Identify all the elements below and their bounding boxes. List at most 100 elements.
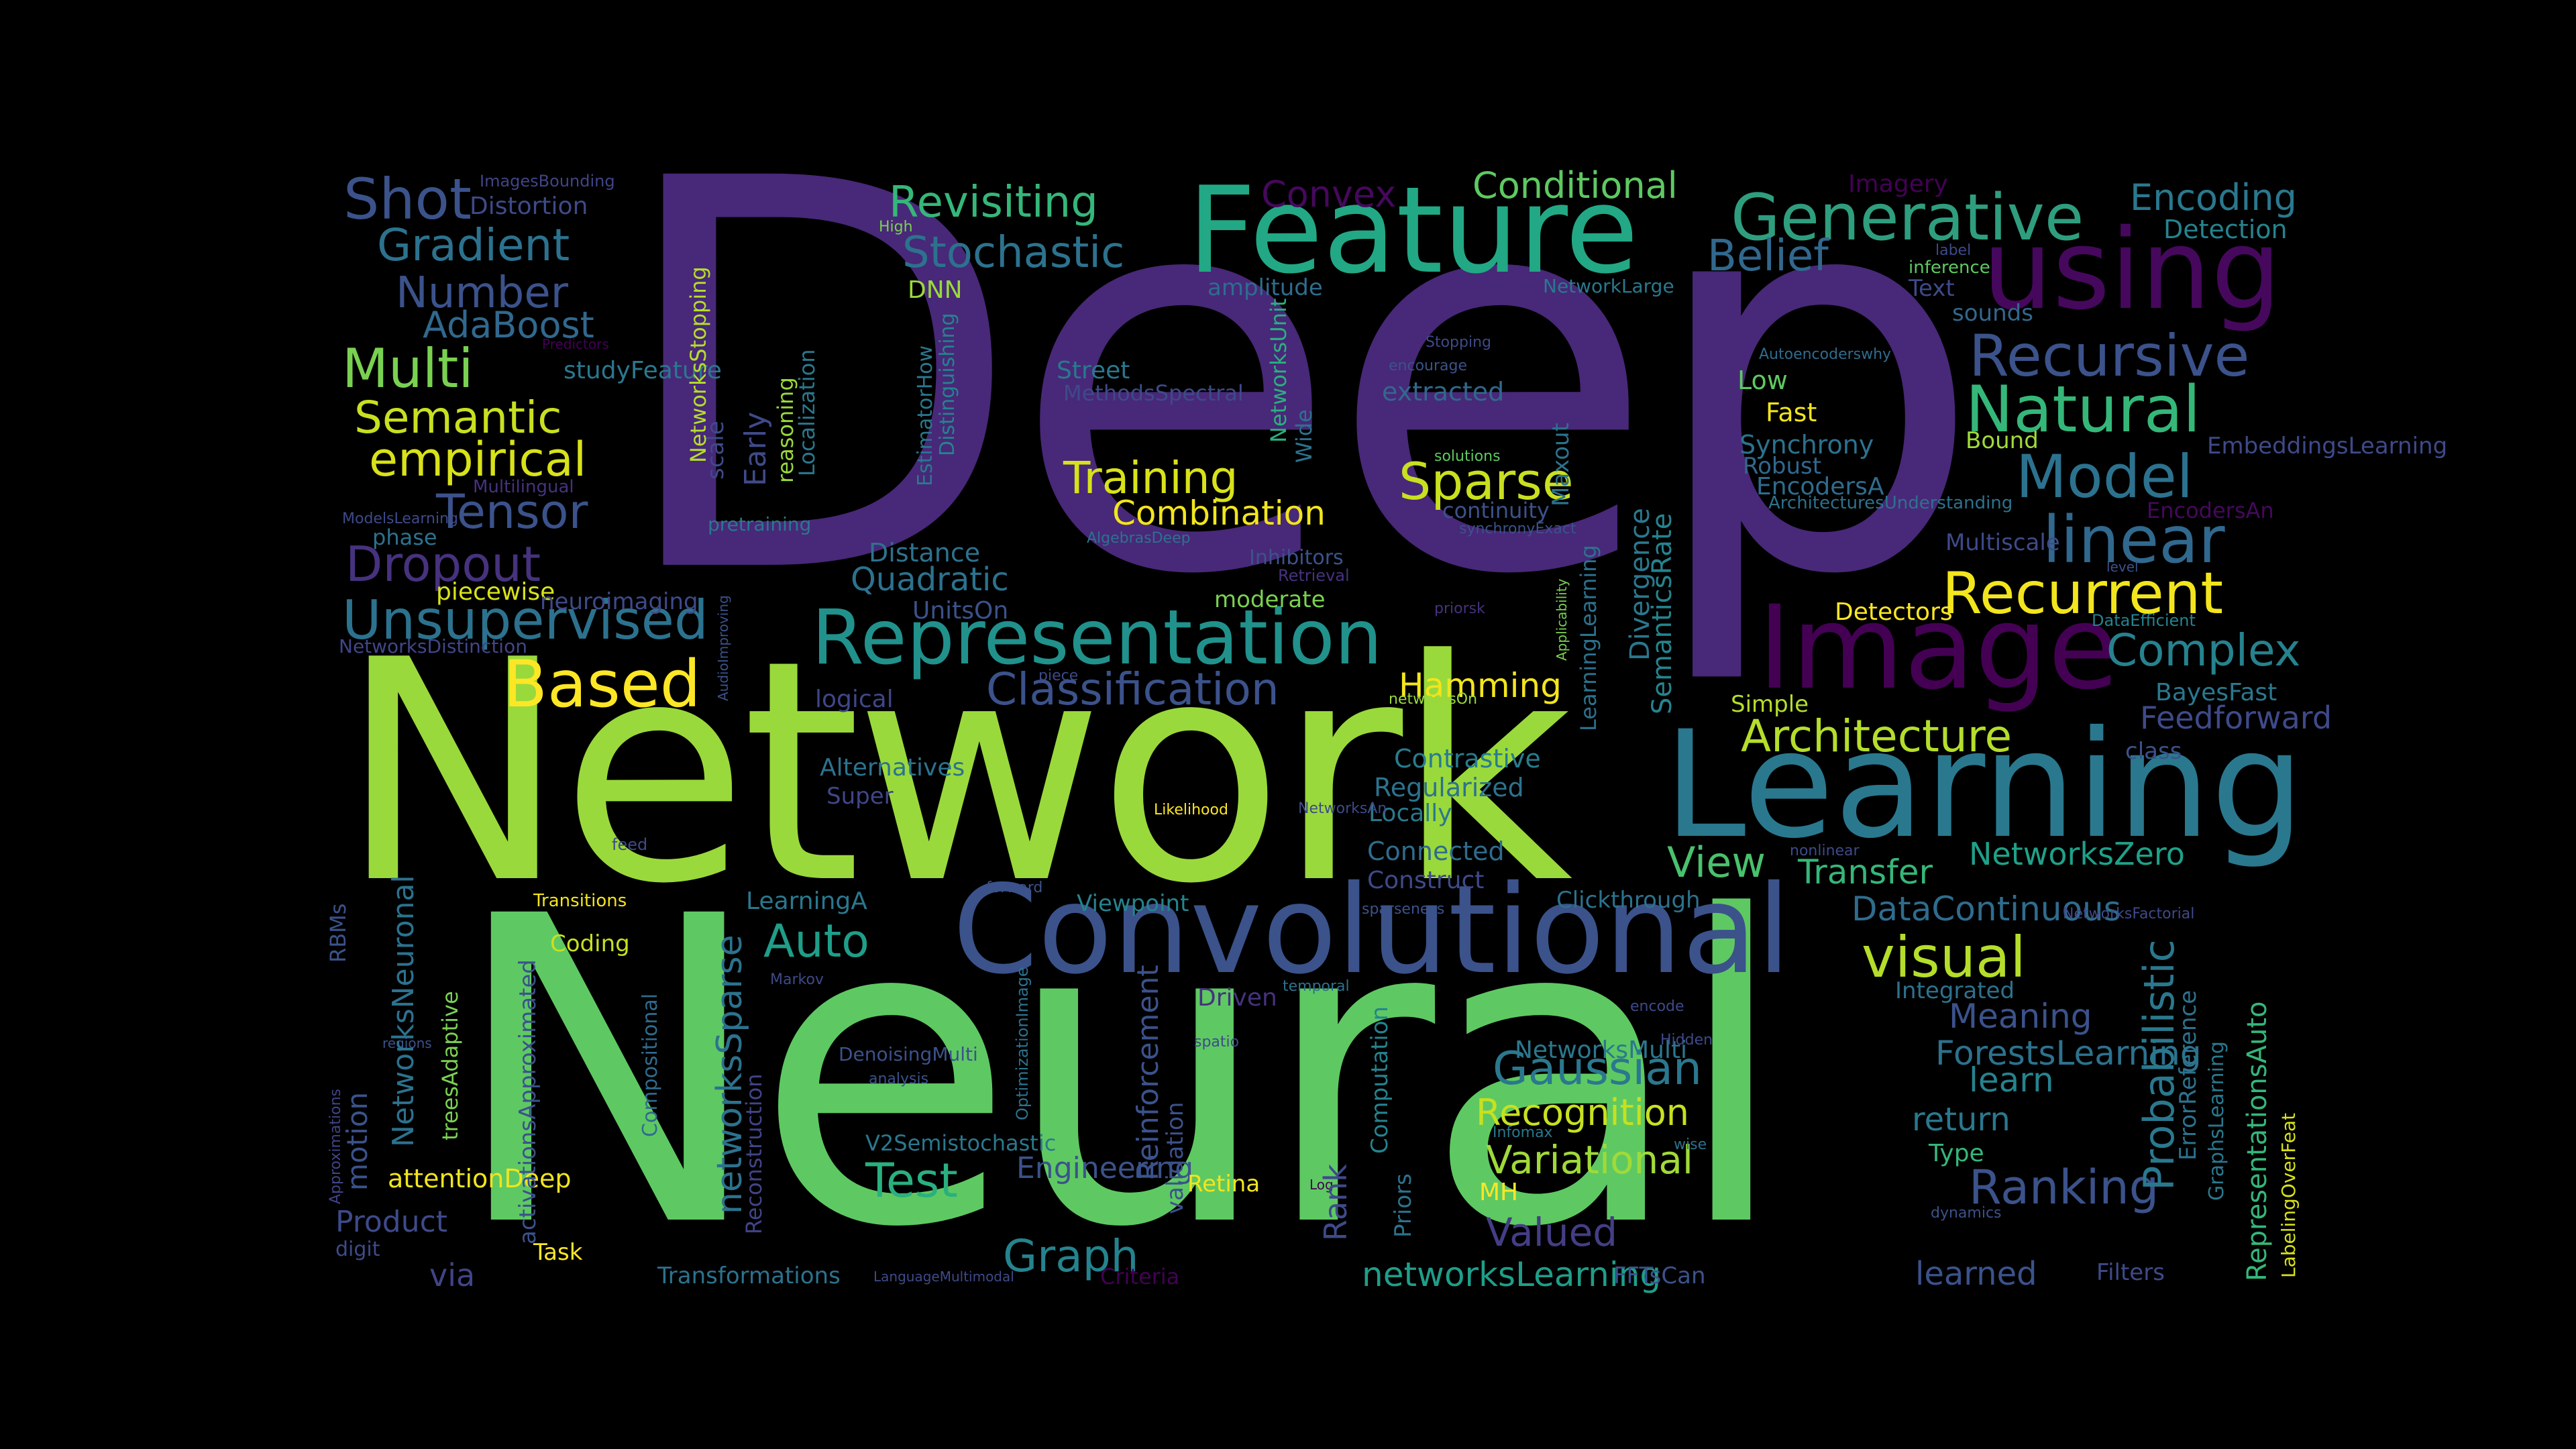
word-attentiondeep: MH xyxy=(1479,1179,1519,1206)
word-engineering: amplitude xyxy=(1208,274,1323,301)
word-spatio: Hidden xyxy=(1660,1032,1713,1049)
word-wise: forward xyxy=(986,879,1043,896)
word-recognition: Gaussian xyxy=(1493,1042,1702,1095)
word-hamming: Feedforward xyxy=(2140,700,2332,736)
word-revisiting: Revisiting xyxy=(889,178,1098,227)
word-encodersa: Synchrony xyxy=(1739,430,1874,460)
word-imagery: Imagery xyxy=(1848,170,1948,198)
word-rank: Reinforcement xyxy=(1131,965,1165,1181)
word-low: Hamming xyxy=(1399,666,1562,705)
word-integrated: Type xyxy=(1929,1140,1984,1167)
word-infomax: analysis xyxy=(869,1071,929,1087)
word-algebrasdeep: continuity xyxy=(1442,498,1550,523)
word-detectors: BayesFast xyxy=(2155,679,2277,706)
word-visual: visual xyxy=(1862,924,2026,990)
word-networksfactorial: nonlinear xyxy=(1790,843,1860,859)
word-neuroimaging: Multilingual xyxy=(473,477,574,497)
word-learned: digit xyxy=(335,1238,380,1261)
word-gradient: Gradient xyxy=(377,219,570,271)
word-mh: Engineering xyxy=(1016,1151,1193,1185)
word-detection: Detection xyxy=(2163,215,2288,244)
word-reconstruction: activationsApproximated xyxy=(515,959,541,1244)
word-product: Task xyxy=(533,1239,583,1266)
word-learninga: Construct xyxy=(1367,867,1485,894)
word-networksdistinction: phase xyxy=(372,525,437,550)
word-multilingual: piecewise xyxy=(436,578,555,606)
word-audioimproving: LearningLearning xyxy=(1576,545,1601,731)
word-piecewise: Likelihood xyxy=(1154,802,1228,818)
word-graphslearning: GraphsLearning xyxy=(2205,1041,2229,1201)
word-viewpoint: Connected xyxy=(1367,837,1505,866)
word-modelslearning: LanguageMultimodal xyxy=(873,1269,1014,1285)
word-contrastive: UnitsOn xyxy=(912,597,1009,625)
word-compositional: treesAdaptive xyxy=(437,991,463,1140)
word-temporal: encode xyxy=(1630,998,1684,1015)
word-meaning: DataContinuous xyxy=(1851,890,2121,928)
word-model: Model xyxy=(2016,442,2194,511)
word-belief: Belief xyxy=(1707,231,1829,281)
word-locally: Contrastive xyxy=(1394,744,1541,773)
word-retina: Coding xyxy=(550,930,630,957)
word-classification: Classification xyxy=(986,663,1279,715)
word-networkssparse: Compositional xyxy=(639,993,662,1137)
word-transformations: FFTsCan xyxy=(1613,1263,1706,1289)
word-semantic: Semantic xyxy=(354,392,562,443)
word-networkszero: NetworksZero xyxy=(1969,836,2185,872)
word-languagemultimodal: Infomax xyxy=(1493,1124,1553,1141)
word-valued: Variational xyxy=(1486,1137,1693,1183)
word-using: using xyxy=(1982,205,2282,334)
word-reasoning: Early xyxy=(739,411,773,486)
word-priors: Computation xyxy=(1366,1006,1393,1154)
word-piece: synchronyExact xyxy=(1459,521,1576,537)
word-markov: temporal xyxy=(1283,978,1350,995)
word-task: Retina xyxy=(1187,1171,1260,1197)
word-tensor: Tensor xyxy=(436,484,588,539)
word-adaboost: AdaBoost xyxy=(423,304,594,346)
word-studyfeature: NetworksDistinction xyxy=(339,635,527,657)
word-dnn: Street xyxy=(1057,357,1130,384)
word-labelingoverfeat: LabelingOverFeat xyxy=(2277,1112,2300,1278)
word-wide: Distinguishing xyxy=(936,313,959,456)
word-encourage: ArchitecturesUnderstanding xyxy=(1768,493,2013,513)
word-robust: Fast xyxy=(1766,398,1817,427)
word-fast: Detectors xyxy=(1835,598,1953,626)
word-ranking: Valued xyxy=(1486,1210,1618,1255)
word-localization: NetworksStopping xyxy=(686,266,711,463)
word-semanticsrate: Maxout xyxy=(1548,423,1574,506)
word-connected: Regularized xyxy=(1374,773,1524,802)
word-architecture: Architecture xyxy=(1741,710,2012,762)
word-level: EmbeddingsLearning xyxy=(2207,433,2448,460)
word-feed: Retrieval xyxy=(1278,566,1350,585)
word-transitions: priorsk xyxy=(1434,600,1485,617)
word-autoencoderswhy: DataEfficient xyxy=(2092,611,2196,630)
word-distortion: Distortion xyxy=(470,193,588,220)
word-training: Training xyxy=(1063,452,1238,504)
word-priorsk: Inhibitors xyxy=(1249,546,1344,570)
word-deep: Deep xyxy=(610,66,1984,692)
word-bound: Text xyxy=(1909,275,1955,302)
word-solutions: Stopping xyxy=(1426,334,1492,351)
word-maxout: NetworksUnit xyxy=(1266,298,1291,443)
word-synchrony: Low xyxy=(1737,366,1788,395)
word-multi: Multi xyxy=(342,337,474,400)
word-validation: OptimizationImage xyxy=(1013,967,1032,1120)
word-sounds: inference xyxy=(1909,258,1990,278)
word-regions: spatio xyxy=(1194,1034,1240,1051)
word-inference: High xyxy=(879,219,913,235)
word-networkson: AlgebrasDeep xyxy=(1087,530,1191,547)
word-auto: Test xyxy=(865,1153,958,1208)
word-hidden: NetworksFactorial xyxy=(2063,906,2195,922)
word-pretraining: Transitions xyxy=(533,891,627,911)
word-combination: networksLearning xyxy=(1362,1255,1662,1294)
word-extracted: Robust xyxy=(1743,453,1822,480)
word-filters: Driven xyxy=(1197,984,1277,1012)
word-regularized: logical xyxy=(815,686,894,713)
word-dropout: Dropout xyxy=(345,536,541,592)
word-treesadaptive: motion xyxy=(341,1091,374,1191)
word-super: Multiscale xyxy=(1945,529,2060,556)
word-linear: linear xyxy=(2043,502,2225,578)
word-networksunit: EstimatorHow xyxy=(914,345,937,486)
word-divergence: Wide xyxy=(1291,409,1317,463)
word-recursive: Recursive xyxy=(1969,323,2250,390)
word-dataefficient: EncodersAn xyxy=(2147,498,2274,523)
